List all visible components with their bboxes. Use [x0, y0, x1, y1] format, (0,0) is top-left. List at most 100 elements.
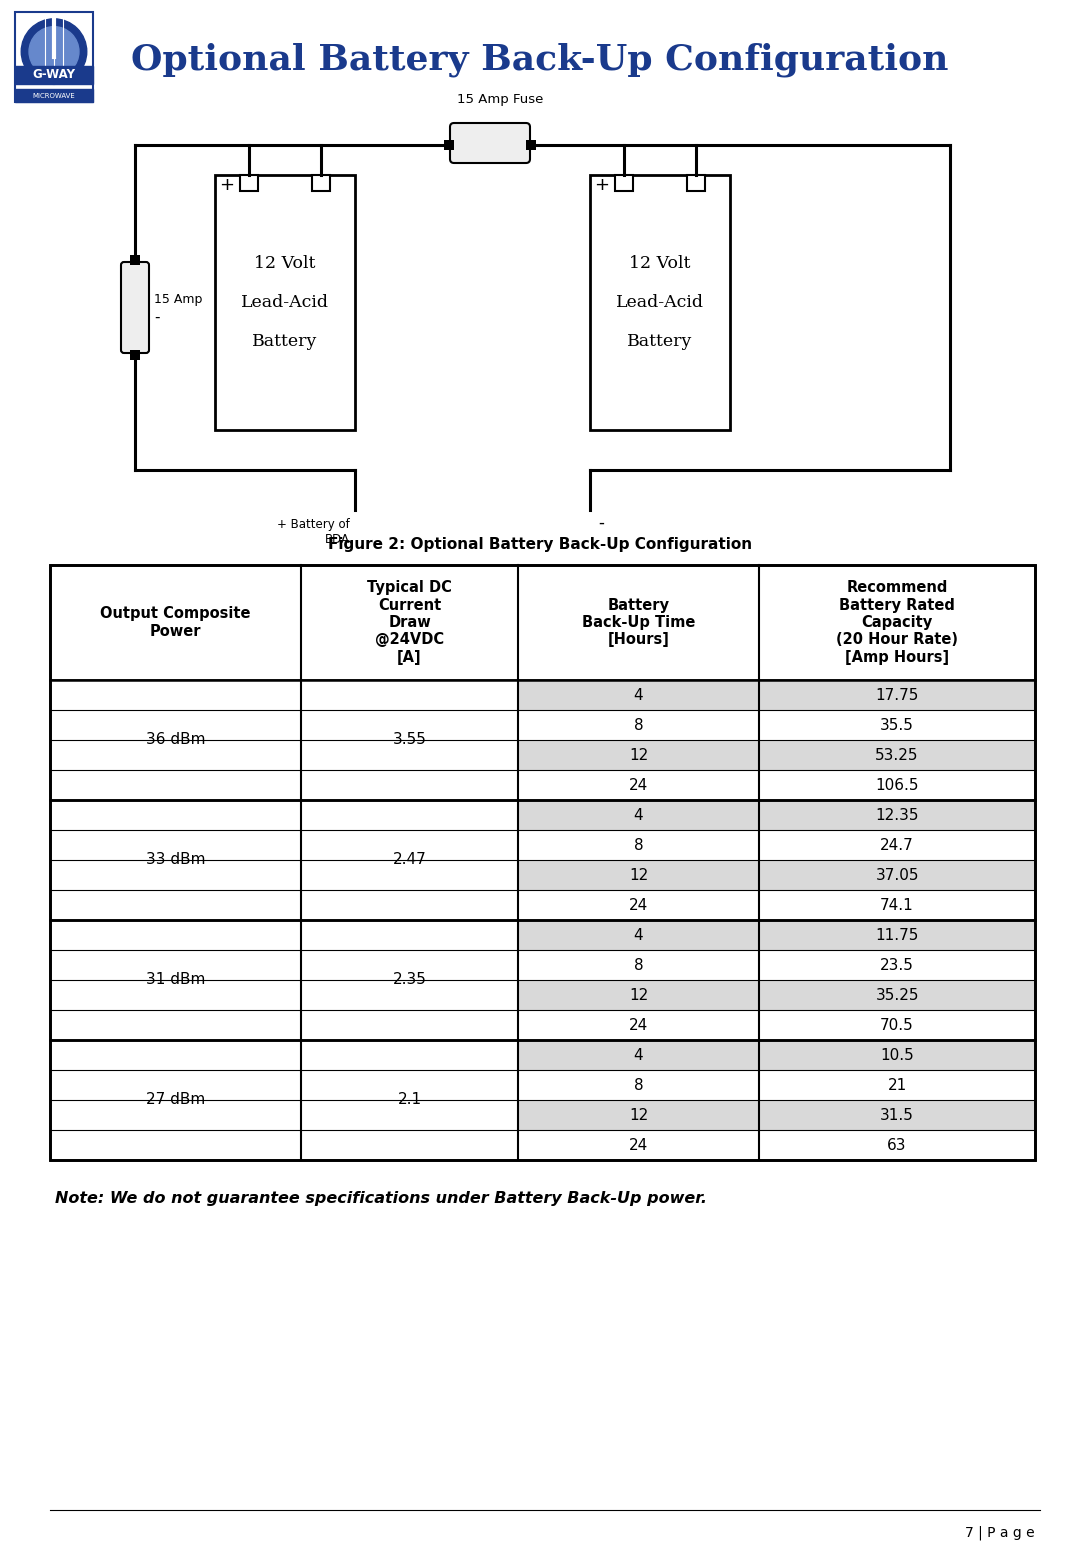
Bar — [759, 1009, 1035, 1040]
Bar — [518, 830, 759, 861]
Text: 24: 24 — [629, 898, 649, 912]
Text: +: + — [593, 176, 609, 194]
Text: Optional Battery Back-Up Configuration: Optional Battery Back-Up Configuration — [131, 43, 949, 77]
Text: 31 dBm: 31 dBm — [146, 972, 205, 988]
Text: 17.75: 17.75 — [876, 687, 919, 703]
Bar — [759, 830, 1035, 861]
Bar — [615, 175, 633, 190]
Text: 33 dBm: 33 dBm — [146, 853, 205, 867]
Bar — [50, 920, 1035, 1040]
Bar — [759, 769, 1035, 800]
Text: 106.5: 106.5 — [876, 777, 919, 793]
Text: 70.5: 70.5 — [880, 1017, 913, 1033]
Bar — [15, 12, 93, 102]
Bar — [759, 740, 1035, 769]
Text: 4: 4 — [633, 927, 643, 943]
Text: 8: 8 — [633, 958, 643, 972]
Bar — [759, 890, 1035, 920]
FancyBboxPatch shape — [450, 122, 530, 163]
Circle shape — [22, 19, 86, 84]
Text: 21: 21 — [888, 1077, 907, 1093]
Text: 2.1: 2.1 — [398, 1093, 422, 1107]
Text: 12: 12 — [629, 867, 649, 882]
Bar — [518, 920, 759, 950]
Text: 12: 12 — [629, 748, 649, 763]
Text: MICROWAVE: MICROWAVE — [32, 93, 76, 99]
Bar — [50, 565, 1035, 680]
Text: 35.25: 35.25 — [876, 988, 919, 1003]
Bar — [518, 890, 759, 920]
Text: 31.5: 31.5 — [880, 1107, 915, 1122]
Text: G-WAY: G-WAY — [32, 68, 76, 82]
Bar — [526, 139, 536, 150]
Text: 8: 8 — [633, 1077, 643, 1093]
Text: Typical DC
Current
Draw
@24VDC
[A]: Typical DC Current Draw @24VDC [A] — [368, 580, 452, 664]
Bar — [518, 861, 759, 890]
Bar — [518, 769, 759, 800]
Bar — [590, 175, 730, 430]
Bar — [518, 1130, 759, 1159]
Bar — [15, 88, 93, 102]
Bar — [688, 175, 705, 190]
Bar — [518, 1009, 759, 1040]
Text: -: - — [598, 514, 604, 533]
Bar — [518, 680, 759, 711]
Text: Battery
Back-Up Time
[Hours]: Battery Back-Up Time [Hours] — [582, 598, 695, 647]
Bar — [759, 861, 1035, 890]
Bar — [518, 1070, 759, 1101]
Text: 27 dBm: 27 dBm — [146, 1093, 205, 1107]
Bar — [130, 350, 141, 361]
Bar — [759, 1101, 1035, 1130]
Bar — [50, 680, 302, 800]
Bar — [302, 920, 518, 1040]
Text: 3.55: 3.55 — [392, 732, 427, 748]
Bar — [759, 950, 1035, 980]
Text: 23.5: 23.5 — [880, 958, 915, 972]
Bar — [15, 67, 93, 84]
Bar — [240, 175, 258, 190]
Bar — [444, 139, 454, 150]
Bar — [302, 1040, 518, 1159]
Text: +: + — [219, 176, 233, 194]
Circle shape — [29, 26, 79, 76]
Text: 12: 12 — [629, 1107, 649, 1122]
Bar — [759, 680, 1035, 711]
Text: 74.1: 74.1 — [880, 898, 913, 912]
Bar — [215, 175, 355, 430]
Text: 24.7: 24.7 — [880, 837, 913, 853]
Bar — [130, 255, 141, 265]
Bar — [50, 565, 1035, 1159]
Bar — [50, 800, 1035, 920]
Text: 11.75: 11.75 — [876, 927, 919, 943]
Text: 35.5: 35.5 — [880, 718, 915, 732]
Text: 15 Amp: 15 Amp — [154, 293, 202, 307]
Text: 37.05: 37.05 — [876, 867, 919, 882]
Text: 4: 4 — [633, 687, 643, 703]
Bar — [759, 1070, 1035, 1101]
Bar — [50, 800, 302, 920]
Bar — [50, 920, 302, 1040]
Text: + Battery of
BDA: + Battery of BDA — [277, 519, 350, 546]
Text: Note: We do not guarantee specifications under Battery Back-Up power.: Note: We do not guarantee specifications… — [55, 1190, 707, 1206]
Bar — [518, 980, 759, 1009]
Text: 2.35: 2.35 — [392, 972, 427, 988]
Bar — [759, 920, 1035, 950]
Text: 15 Amp Fuse: 15 Amp Fuse — [457, 93, 543, 107]
Text: 2.47: 2.47 — [392, 853, 426, 867]
Bar — [759, 1040, 1035, 1070]
Text: 4: 4 — [633, 808, 643, 822]
Text: 24: 24 — [629, 1138, 649, 1153]
Text: Figure 2: Optional Battery Back-Up Configuration: Figure 2: Optional Battery Back-Up Confi… — [328, 537, 752, 553]
Text: 24: 24 — [629, 777, 649, 793]
Bar — [518, 1040, 759, 1070]
FancyBboxPatch shape — [121, 262, 149, 353]
Text: 10.5: 10.5 — [880, 1048, 913, 1062]
Bar — [759, 1130, 1035, 1159]
Bar — [302, 800, 518, 920]
Bar — [312, 175, 330, 190]
Text: 12.35: 12.35 — [876, 808, 919, 822]
Text: 24: 24 — [629, 1017, 649, 1033]
Text: Output Composite
Power: Output Composite Power — [101, 607, 251, 639]
Bar — [759, 800, 1035, 830]
Text: 8: 8 — [633, 837, 643, 853]
